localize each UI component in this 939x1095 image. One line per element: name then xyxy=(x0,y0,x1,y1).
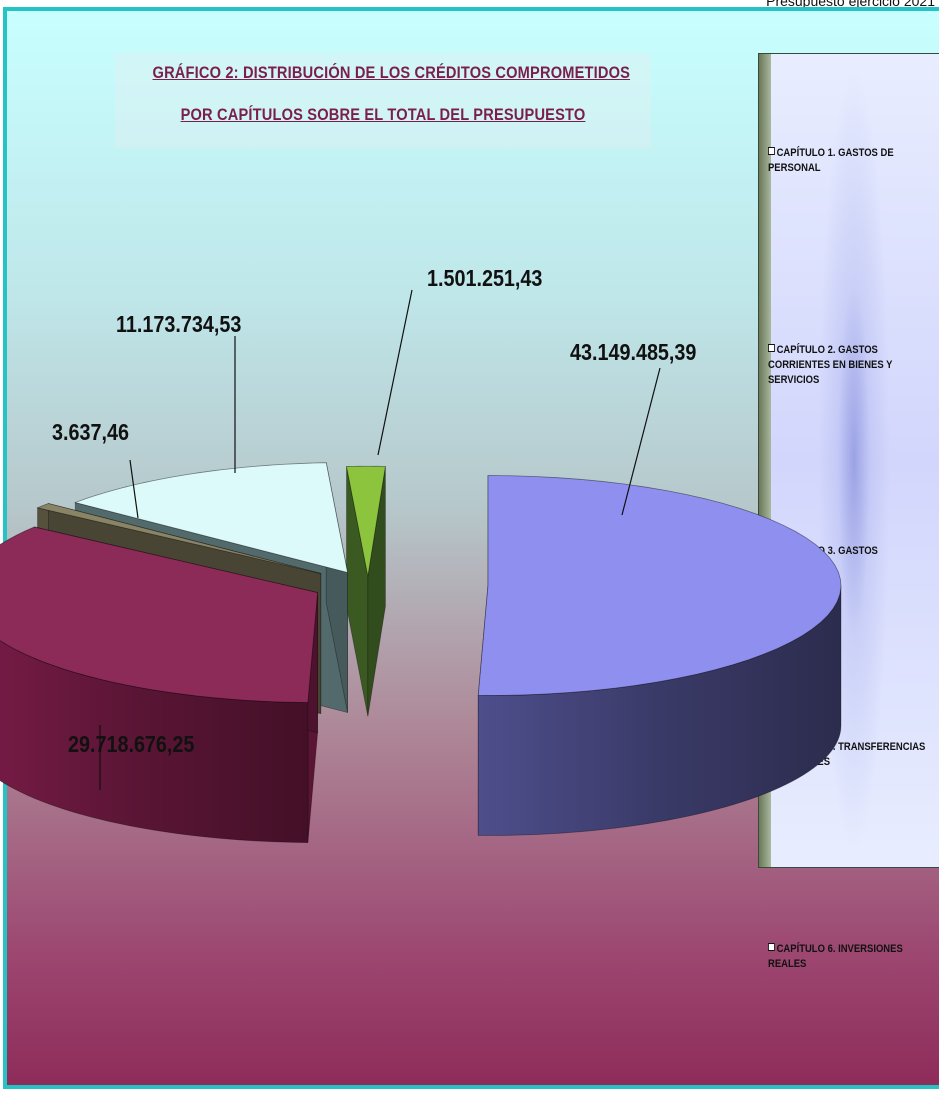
data-label-3: 3.637,46 xyxy=(52,420,129,446)
leader-line-3 xyxy=(129,459,139,519)
pie-slice-1 xyxy=(477,475,842,836)
leader-line-1 xyxy=(621,367,661,516)
pie-slice-2-side xyxy=(0,640,309,843)
legend-swatch xyxy=(768,147,775,155)
data-label-2: 29.718.676,25 xyxy=(68,732,194,758)
data-label-5: 1.501.251,43 xyxy=(427,266,542,292)
legend-label: CAPÍTULO 6. INVERSIONES REALES xyxy=(768,943,903,970)
pie-slice-2 xyxy=(0,526,319,843)
data-label-4: 11.173.734,53 xyxy=(116,312,241,338)
chart-title-line-1: GRÁFICO 2: DISTRIBUCIÓN DE LOS CRÉDITOS … xyxy=(152,63,631,82)
chart-title-line-2: POR CAPÍTULOS SOBRE EL TOTAL DEL PRESUPU… xyxy=(180,105,586,124)
legend-item-capitulo-6: CAPÍTULO 6. INVERSIONES REALES xyxy=(768,942,931,972)
pie-slice-4-top xyxy=(73,462,349,574)
legend-label: CAPÍTULO 1. GASTOS DE PERSONAL xyxy=(768,147,894,174)
legend-label: CAPÍTULO 2. GASTOS CORRIENTES EN BIENES … xyxy=(768,344,893,386)
pie-slice-1-top xyxy=(477,475,842,696)
legend-item-capitulo-2: CAPÍTULO 2. GASTOS CORRIENTES EN BIENES … xyxy=(768,343,931,388)
chart-title-box: GRÁFICO 2: DISTRIBUCIÓN DE LOS CRÉDITOS … xyxy=(115,53,651,148)
pie-slice-5-top xyxy=(346,465,386,577)
pie-slice-5 xyxy=(346,465,386,717)
pie-slice-3-top xyxy=(36,503,321,574)
data-label-1: 43.149.485,39 xyxy=(570,340,696,366)
header-note: Presupuesto ejercicio 2021 xyxy=(766,0,935,9)
pie-slice-2-top xyxy=(0,526,319,703)
legend-swatch xyxy=(768,943,775,951)
leader-line-5 xyxy=(377,289,413,456)
legend-swatch xyxy=(768,344,775,352)
legend-item-capitulo-1: CAPÍTULO 1. GASTOS DE PERSONAL xyxy=(768,146,931,176)
